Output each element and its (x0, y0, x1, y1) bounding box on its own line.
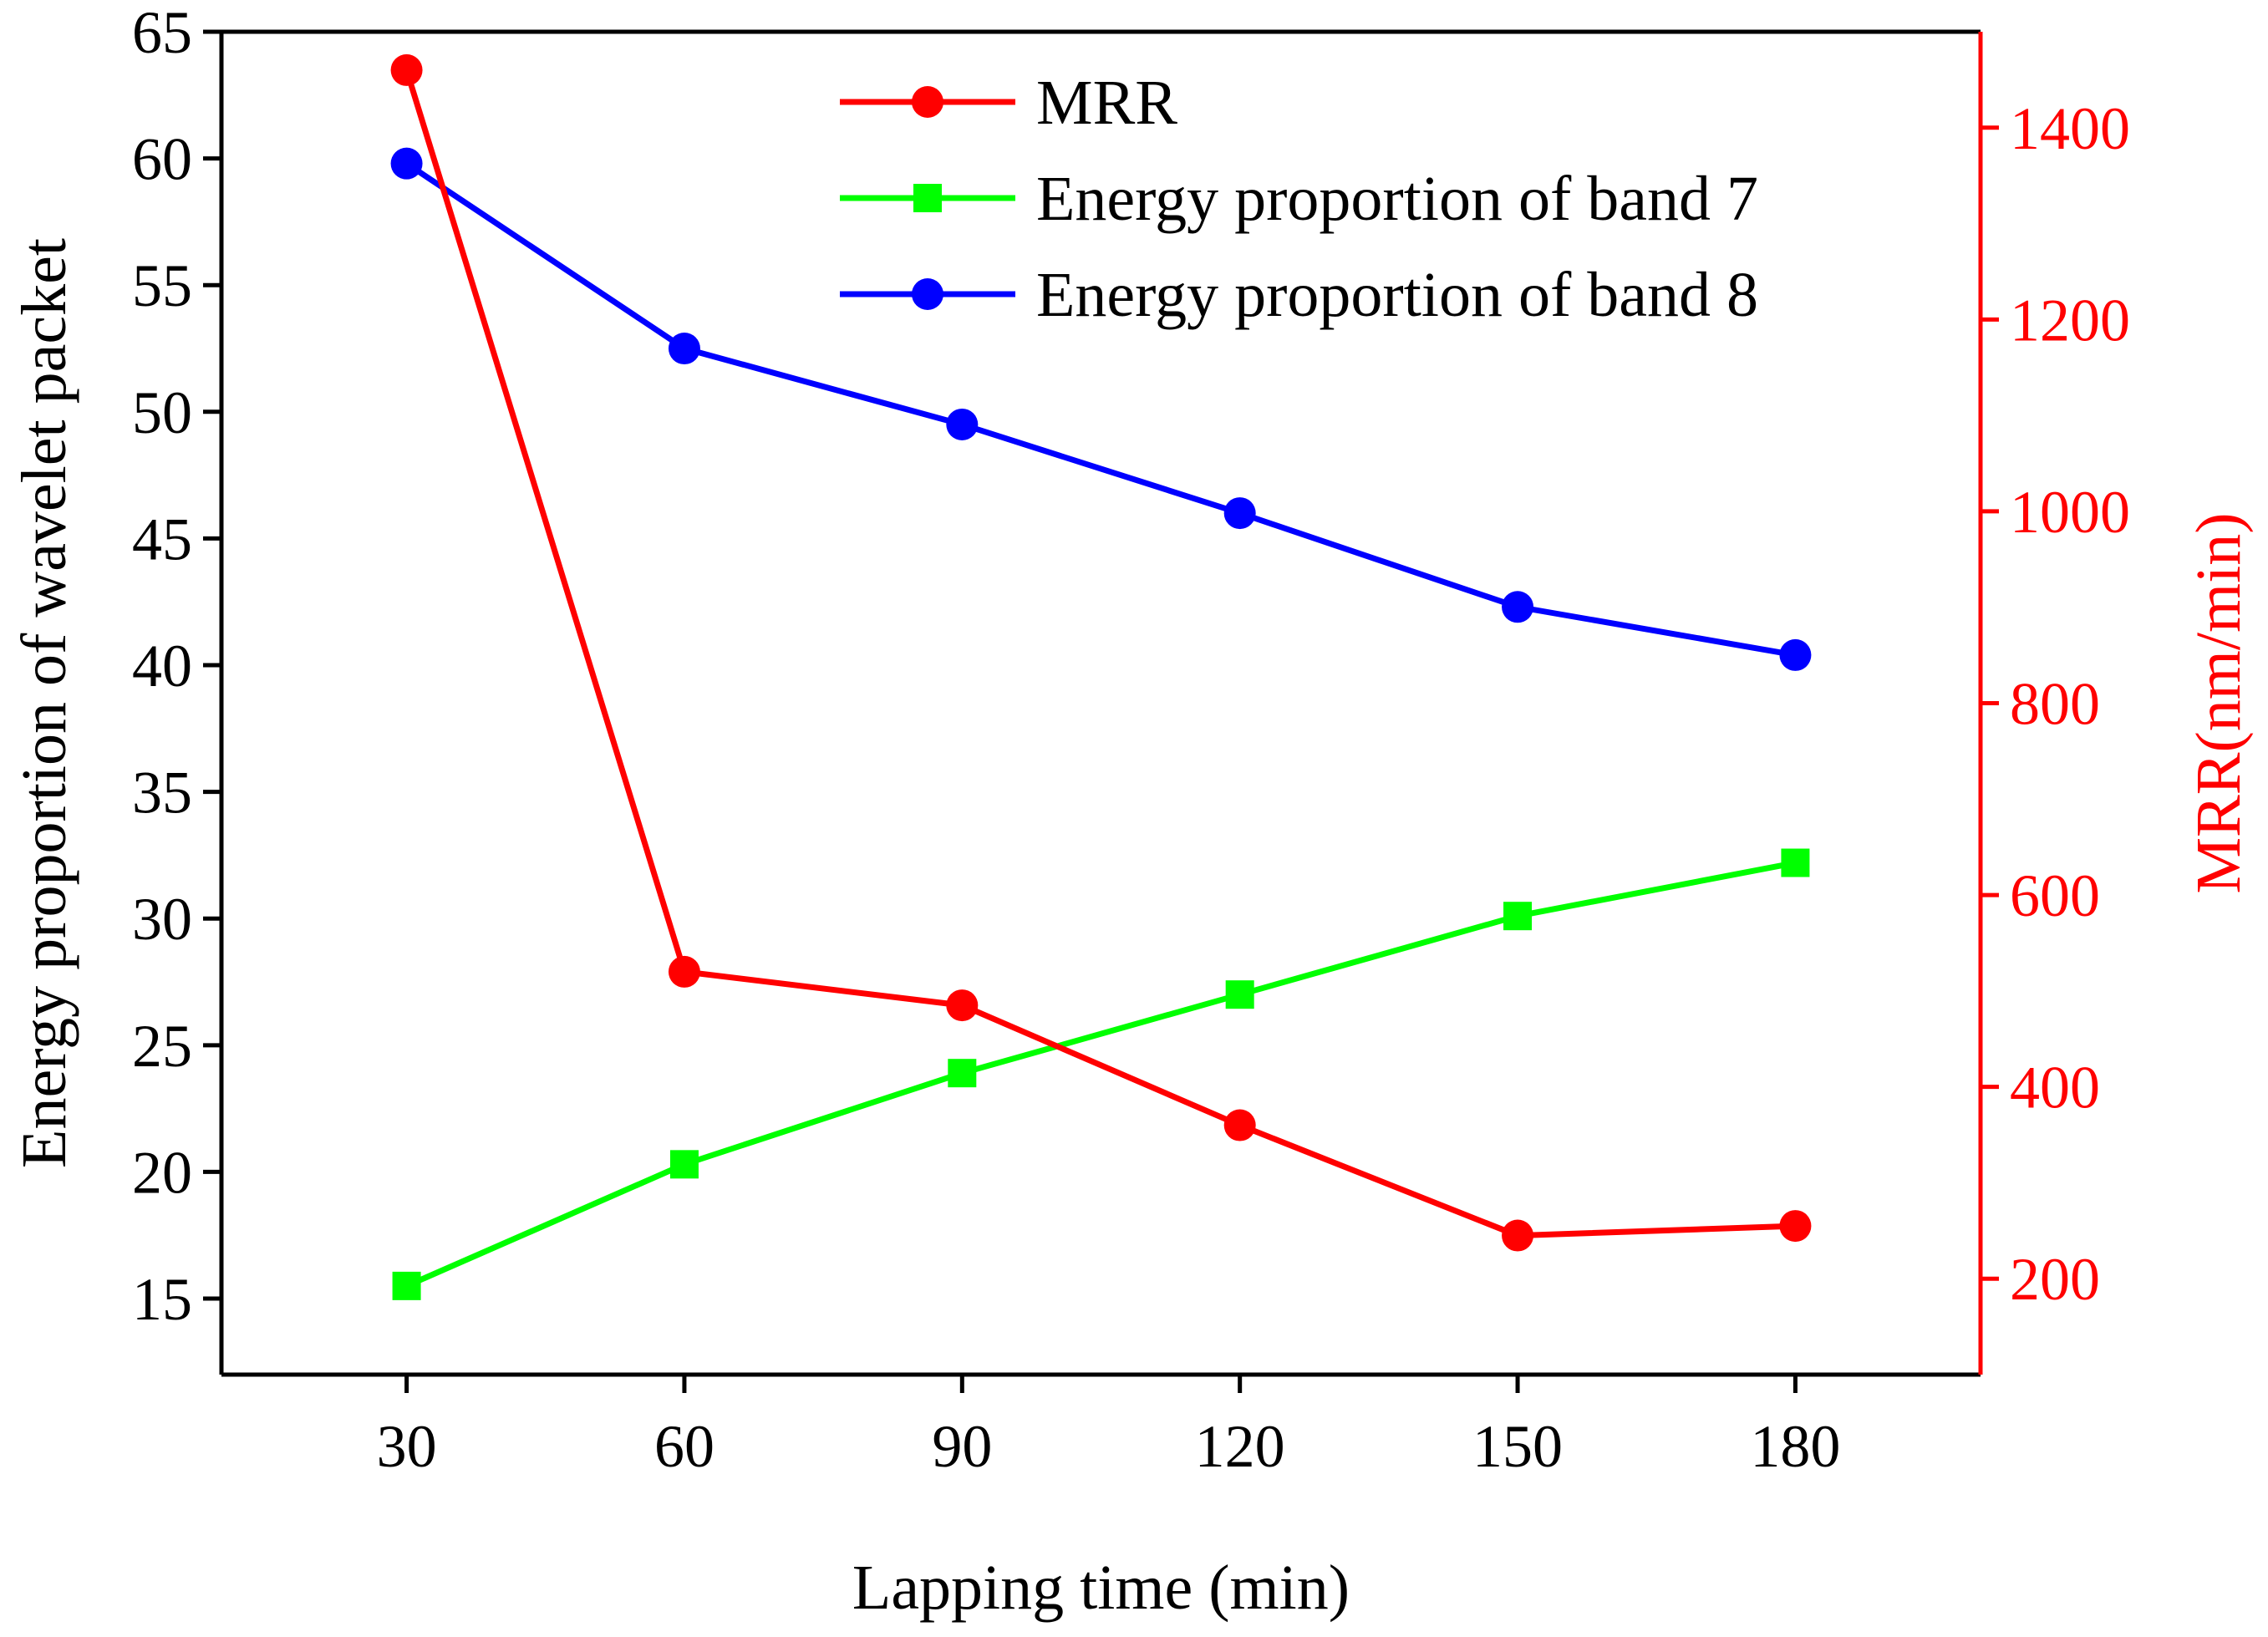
data-point-mrr (390, 53, 423, 86)
y-right-tick-label: 1200 (2010, 287, 2130, 353)
data-point-mrr (668, 955, 700, 988)
y-left-tick-label: 40 (132, 633, 192, 699)
y-left-tick-label: 50 (132, 379, 192, 446)
data-point-mrr (1502, 1219, 1534, 1252)
y-left-tick-label: 60 (132, 126, 192, 193)
y-left-tick-label: 55 (132, 252, 192, 319)
legend-label-energy-proportion-of-band-8: Energy proportion of band 8 (1036, 260, 1758, 330)
y-right-tick-label: 800 (2010, 671, 2100, 738)
y-left-tick-label: 25 (132, 1013, 192, 1080)
x-axis-title: Lapping time (min) (852, 1553, 1350, 1623)
series-line-energy-proportion-of-band-7 (405, 860, 1797, 1289)
data-point-energy-proportion-of-band-7 (392, 1271, 421, 1300)
data-point-energy-proportion-of-band-8 (668, 333, 700, 365)
legend-marker-energy-proportion-of-band-7 (913, 184, 942, 212)
x-tick-label: 30 (377, 1413, 437, 1480)
y-right-axis-title: MRR(nm/min) (2184, 512, 2254, 893)
y-right-tick-label: 1400 (2010, 95, 2130, 162)
x-tick-label: 180 (1750, 1413, 1840, 1480)
y-left-tick-label: 65 (132, 0, 192, 66)
data-point-energy-proportion-of-band-8 (1779, 638, 1812, 671)
y-left-tick-label: 45 (132, 506, 192, 572)
data-point-energy-proportion-of-band-7 (1503, 902, 1533, 931)
data-point-mrr (1223, 1109, 1256, 1141)
legend: MRR Energy proportion of band 7 Energy pro… (840, 68, 1758, 330)
x-tick-label: 60 (654, 1413, 714, 1480)
data-point-energy-proportion-of-band-7 (948, 1059, 977, 1088)
x-tick-label: 150 (1472, 1413, 1563, 1480)
x-tick-label: 90 (932, 1413, 992, 1480)
data-point-mrr (946, 989, 979, 1022)
data-point-energy-proportion-of-band-7 (669, 1150, 699, 1179)
series-line-energy-proportion-of-band-8 (404, 160, 1797, 658)
legend-label-mrr: MRR (1036, 68, 1177, 138)
legend-marker-energy-proportion-of-band-8 (912, 278, 943, 310)
y-right-tick-label: 1000 (2010, 479, 2130, 546)
y-left-tick-label: 35 (132, 760, 192, 826)
y-left-axis-title: Energy proportion of wavelet packet (9, 238, 79, 1168)
data-point-energy-proportion-of-band-8 (1502, 591, 1534, 623)
x-tick-label: 120 (1195, 1413, 1285, 1480)
series-layer (390, 53, 1812, 1300)
y-right-tick-label: 200 (2010, 1246, 2100, 1313)
data-point-energy-proportion-of-band-8 (390, 147, 423, 180)
axes: 30 60 90 120 150 180 15 20 25 30 35 40 45 50 55 60 65 200… (132, 0, 2130, 1480)
y-left-tick-label: 20 (132, 1139, 192, 1206)
legend-label-energy-proportion-of-band-7: Energy proportion of band 7 (1036, 164, 1758, 234)
y-right-tick-label: 400 (2010, 1055, 2100, 1121)
data-point-energy-proportion-of-band-8 (1223, 497, 1256, 530)
y-right-tick-label: 600 (2010, 862, 2100, 929)
data-point-energy-proportion-of-band-8 (946, 408, 979, 440)
data-point-energy-proportion-of-band-7 (1225, 980, 1254, 1009)
data-point-mrr (1779, 1210, 1812, 1243)
series-line-mrr (404, 69, 1796, 1239)
data-point-energy-proportion-of-band-7 (1781, 848, 1810, 877)
y-left-tick-label: 15 (132, 1266, 192, 1333)
legend-marker-mrr (912, 86, 943, 118)
y-left-tick-label: 30 (132, 886, 192, 953)
